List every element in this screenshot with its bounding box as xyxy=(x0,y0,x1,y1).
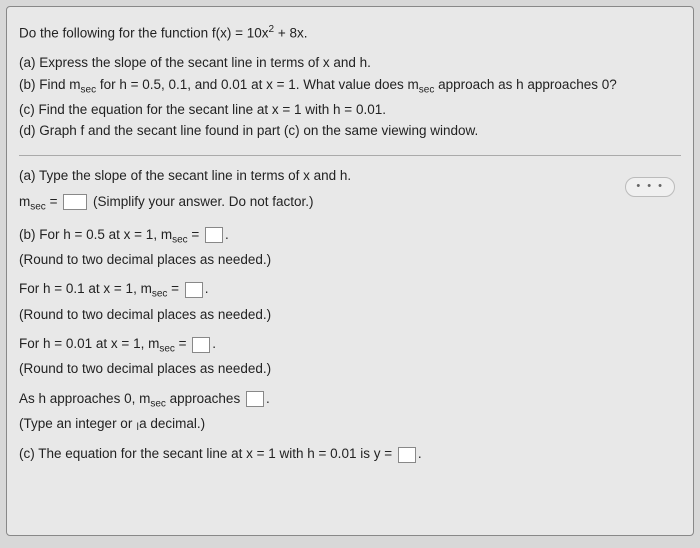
question-panel: Do the following for the function f(x) =… xyxy=(6,6,694,536)
answer-b1-section: (b) For h = 0.5 at x = 1, msec = . (Roun… xyxy=(19,225,681,270)
b1-answer-input[interactable] xyxy=(205,227,223,243)
a-answer-input[interactable] xyxy=(63,194,87,210)
type-hint-row: (Type an integer or Ia decimal.) xyxy=(19,414,681,434)
problem-parts: (a) Express the slope of the secant line… xyxy=(19,53,681,141)
part-c-text: (c) Find the equation for the secant lin… xyxy=(19,100,681,120)
part-b-line: (b) Find msec for h = 0.5, 0.1, and 0.01… xyxy=(19,75,681,98)
a-prompt: (a) Type the slope of the secant line in… xyxy=(19,166,681,186)
dots-icon: • • • xyxy=(636,180,664,192)
type-hint-cursor-letter: a xyxy=(139,416,147,431)
a-lhs: m xyxy=(19,194,30,209)
b3-row: For h = 0.01 at x = 1, msec = . xyxy=(19,334,681,357)
part-b-prefix: (b) Find m xyxy=(19,77,81,92)
b3-prefix: For h = 0.01 at x = 1, m xyxy=(19,336,159,351)
part-d-text: (d) Graph f and the secant line found in… xyxy=(19,121,681,141)
a-eq: = xyxy=(46,194,61,209)
answer-a-section: (a) Type the slope of the secant line in… xyxy=(19,166,681,215)
b1-round-hint: (Round to two decimal places as needed.) xyxy=(19,250,681,270)
b2-sub: sec xyxy=(152,289,168,300)
b1-sub: sec xyxy=(172,234,188,245)
part-b-sub: sec xyxy=(81,84,97,95)
part-a-text: (a) Express the slope of the secant line… xyxy=(19,53,681,73)
answer-b3-section: For h = 0.01 at x = 1, msec = . (Round t… xyxy=(19,334,681,379)
divider xyxy=(19,155,681,156)
b1-period: . xyxy=(225,227,229,242)
b3-eq: = xyxy=(175,336,190,351)
type-hint-suffix: decimal.) xyxy=(147,416,206,431)
a-input-row: msec = (Simplify your answer. Do not fac… xyxy=(19,192,681,215)
a-sub: sec xyxy=(30,201,46,212)
approach-sub: sec xyxy=(150,399,166,410)
intro-text-prefix: Do the following for the function f(x) =… xyxy=(19,26,269,41)
a-hint: (Simplify your answer. Do not factor.) xyxy=(89,194,313,209)
b2-prefix: For h = 0.1 at x = 1, m xyxy=(19,281,152,296)
c-row: (c) The equation for the secant line at … xyxy=(19,444,681,464)
part-b-suffix: approach as h approaches 0? xyxy=(434,77,616,92)
approach-answer-input[interactable] xyxy=(246,391,264,407)
approach-prefix: As h approaches 0, m xyxy=(19,391,150,406)
c-period: . xyxy=(418,446,422,461)
c-prompt: (c) The equation for the secant line at … xyxy=(19,446,396,461)
b1-prefix: (b) For h = 0.5 at x = 1, m xyxy=(19,227,172,242)
answer-b2-section: For h = 0.1 at x = 1, msec = . (Round to… xyxy=(19,279,681,324)
approach-section: As h approaches 0, msec approaches . (Ty… xyxy=(19,389,681,434)
b2-round-hint: (Round to two decimal places as needed.) xyxy=(19,305,681,325)
type-hint-prefix: (Type an integer or xyxy=(19,416,136,431)
b3-sub: sec xyxy=(159,344,175,355)
answer-c-section: (c) The equation for the secant line at … xyxy=(19,444,681,464)
problem-intro: Do the following for the function f(x) =… xyxy=(19,23,681,43)
c-answer-input[interactable] xyxy=(398,447,416,463)
b3-round-hint: (Round to two decimal places as needed.) xyxy=(19,359,681,379)
b3-period: . xyxy=(212,336,216,351)
b2-row: For h = 0.1 at x = 1, msec = . xyxy=(19,279,681,302)
part-b-mid: for h = 0.5, 0.1, and 0.01 at x = 1. Wha… xyxy=(96,77,419,92)
part-b-sub2: sec xyxy=(419,84,435,95)
b2-period: . xyxy=(205,281,209,296)
text-cursor-icon: I xyxy=(136,420,139,436)
more-options-pill[interactable]: • • • xyxy=(625,177,675,197)
b2-answer-input[interactable] xyxy=(185,282,203,298)
approach-mid: approaches xyxy=(166,391,244,406)
intro-text-suffix: + 8x. xyxy=(274,26,307,41)
b1-row: (b) For h = 0.5 at x = 1, msec = . xyxy=(19,225,681,248)
b2-eq: = xyxy=(167,281,182,296)
b3-answer-input[interactable] xyxy=(192,337,210,353)
approach-period: . xyxy=(266,391,270,406)
approach-row: As h approaches 0, msec approaches . xyxy=(19,389,681,412)
b1-eq: = xyxy=(188,227,203,242)
